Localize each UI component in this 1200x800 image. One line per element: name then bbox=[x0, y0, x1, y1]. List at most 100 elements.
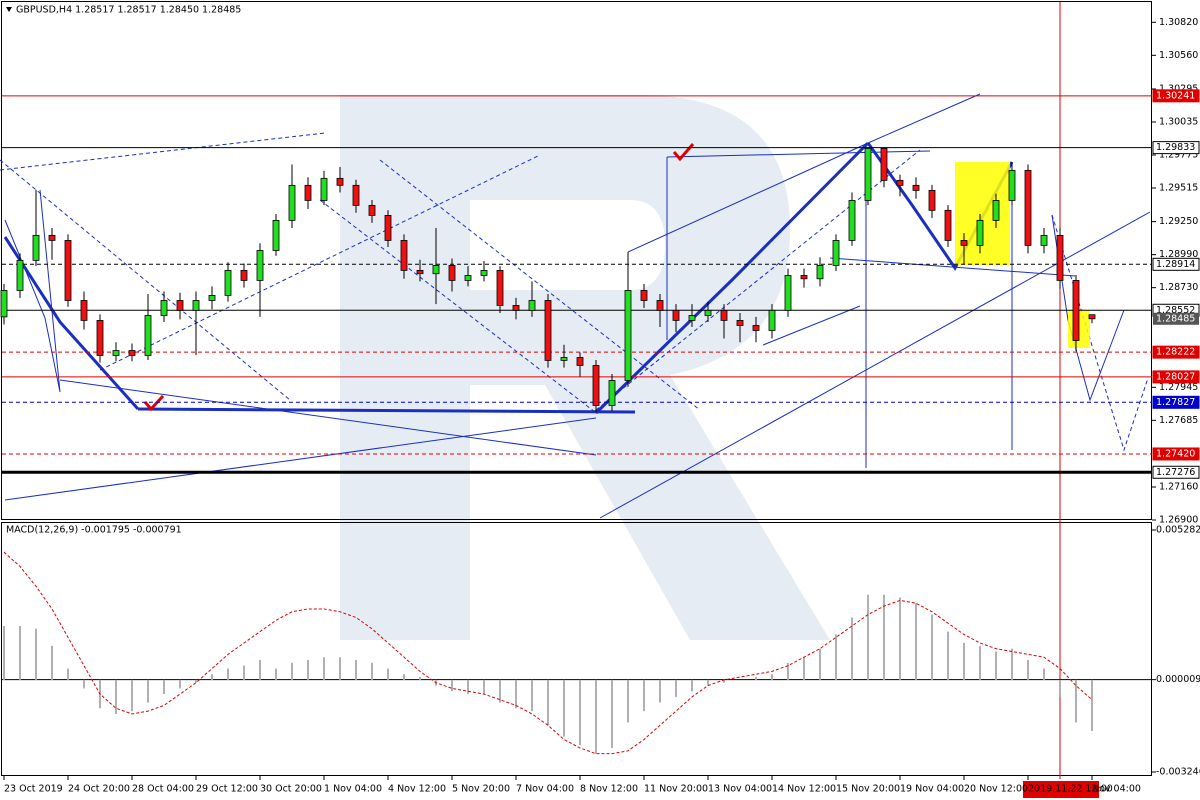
x-tick-label: 20 Nov 12:00 bbox=[964, 784, 1028, 795]
header-arrow bbox=[6, 7, 12, 12]
macd-header: MACD(12,26,9) -0.001795 -0.000791 bbox=[6, 525, 182, 536]
y-tick-label: 1.30295 bbox=[1159, 83, 1198, 94]
x-tick-label: 19 Nov 04:00 bbox=[900, 784, 964, 795]
candle-body bbox=[400, 240, 408, 271]
y-tick-label: 1.30820 bbox=[1159, 17, 1198, 28]
candle-body bbox=[1008, 169, 1016, 201]
candle-body bbox=[416, 269, 424, 275]
x-tick-label: 28 Oct 04:00 bbox=[132, 784, 194, 795]
candle-body bbox=[736, 320, 744, 326]
x-tick-label: 30 Oct 20:00 bbox=[260, 784, 322, 795]
candle-body bbox=[144, 315, 152, 356]
level-label: 1.28027 bbox=[1156, 371, 1195, 382]
candle-body bbox=[352, 184, 360, 206]
candle-body bbox=[608, 380, 616, 406]
y-tick-label: 1.27160 bbox=[1159, 481, 1198, 492]
x-tick-label: 7 Nov 04:00 bbox=[516, 784, 574, 795]
y-tick-label: 1.29250 bbox=[1159, 216, 1198, 227]
candle-body bbox=[32, 234, 40, 261]
candle-body bbox=[512, 305, 520, 311]
candle-body bbox=[48, 234, 56, 241]
candle-body bbox=[672, 309, 680, 321]
candle-body bbox=[592, 365, 600, 406]
bid-label-box bbox=[1153, 312, 1199, 325]
candle-body bbox=[944, 209, 952, 241]
candle-body bbox=[768, 309, 776, 331]
candle-body bbox=[1024, 169, 1032, 246]
candle-body bbox=[96, 320, 104, 356]
main-panel bbox=[1, 1, 1152, 520]
analysis-drawings bbox=[0, 93, 1151, 519]
x-tick-label: 13 Nov 04:00 bbox=[708, 784, 772, 795]
candle-body bbox=[1056, 234, 1064, 281]
x-tick-label: 14 Nov 12:00 bbox=[772, 784, 836, 795]
candle-body bbox=[704, 309, 712, 316]
x-tick-label: 8 Nov 12:00 bbox=[580, 784, 638, 795]
level-label: 1.27827 bbox=[1156, 397, 1195, 408]
candle-body bbox=[960, 240, 968, 246]
candle-body bbox=[464, 275, 472, 281]
cursor-label-box bbox=[1023, 781, 1099, 798]
candle-body bbox=[0, 290, 8, 318]
x-tick-label: 15 Nov 20:00 bbox=[836, 784, 900, 795]
candle-body bbox=[192, 300, 200, 311]
candle-body bbox=[832, 240, 840, 266]
candle-body bbox=[864, 147, 872, 201]
x-tick-label: 23 Oct 2019 bbox=[4, 784, 63, 795]
candle-body bbox=[528, 300, 536, 311]
candle-body bbox=[848, 200, 856, 241]
candle-body bbox=[800, 275, 808, 280]
level-label: 1.27276 bbox=[1156, 467, 1195, 478]
level-label-box bbox=[1152, 89, 1200, 103]
bid-label: 1.28485 bbox=[1156, 313, 1195, 324]
candle-body bbox=[288, 184, 296, 221]
candle-body bbox=[752, 325, 760, 331]
candle-body bbox=[64, 240, 72, 301]
watermark bbox=[340, 95, 830, 640]
candle-body bbox=[912, 184, 920, 191]
macd-panel bbox=[1, 522, 1152, 776]
candle-body bbox=[384, 215, 392, 241]
candle-body bbox=[480, 269, 488, 276]
chart-header: GBPUSD,H4 1.28517 1.28517 1.28450 1.2848… bbox=[16, 5, 241, 16]
candle-body bbox=[896, 179, 904, 186]
y-tick-label: 1.30560 bbox=[1159, 50, 1198, 61]
x-tick-label: 2019.11.22 12:00 bbox=[1028, 784, 1113, 795]
candle-body bbox=[112, 350, 120, 356]
level-label: 1.27420 bbox=[1156, 448, 1195, 459]
candle-body bbox=[784, 275, 792, 311]
x-tick-label: 24 Oct 20:00 bbox=[68, 784, 130, 795]
level-label-box bbox=[1152, 447, 1200, 461]
x-tick-label: 11 Nov 20:00 bbox=[644, 784, 708, 795]
level-label-box bbox=[1152, 345, 1200, 359]
candle-body bbox=[560, 357, 568, 361]
candle-body bbox=[256, 250, 264, 281]
x-tick-label: 1 Nov 04:00 bbox=[324, 784, 382, 795]
level-label-box bbox=[1152, 465, 1200, 479]
candle-body bbox=[1040, 234, 1048, 246]
level-label: 1.29833 bbox=[1156, 142, 1195, 153]
x-tick-label: 4 Nov 12:00 bbox=[388, 784, 446, 795]
candle-body bbox=[80, 300, 88, 321]
y-tick-label: 1.26900 bbox=[1159, 515, 1198, 526]
candle-body bbox=[224, 269, 232, 296]
candle-body bbox=[576, 357, 584, 366]
candle-body bbox=[448, 265, 456, 281]
candle-body bbox=[1072, 280, 1080, 341]
candle-body bbox=[640, 290, 648, 301]
signal-line bbox=[3, 551, 1093, 755]
level-label-box bbox=[1152, 141, 1200, 155]
y-tick-label: -0.003246 bbox=[1156, 767, 1200, 778]
candle-body bbox=[544, 300, 552, 361]
level-label-box bbox=[1152, 257, 1200, 271]
candle-body bbox=[272, 219, 280, 251]
candle-body bbox=[368, 204, 376, 216]
y-tick-label: 1.28990 bbox=[1159, 249, 1198, 260]
level-label: 1.28914 bbox=[1156, 259, 1195, 270]
y-tick-label: 1.29515 bbox=[1159, 182, 1198, 193]
level-label-box bbox=[1152, 370, 1200, 384]
candle-body bbox=[208, 295, 216, 301]
candle-body bbox=[720, 309, 728, 321]
candle-body bbox=[160, 300, 168, 316]
